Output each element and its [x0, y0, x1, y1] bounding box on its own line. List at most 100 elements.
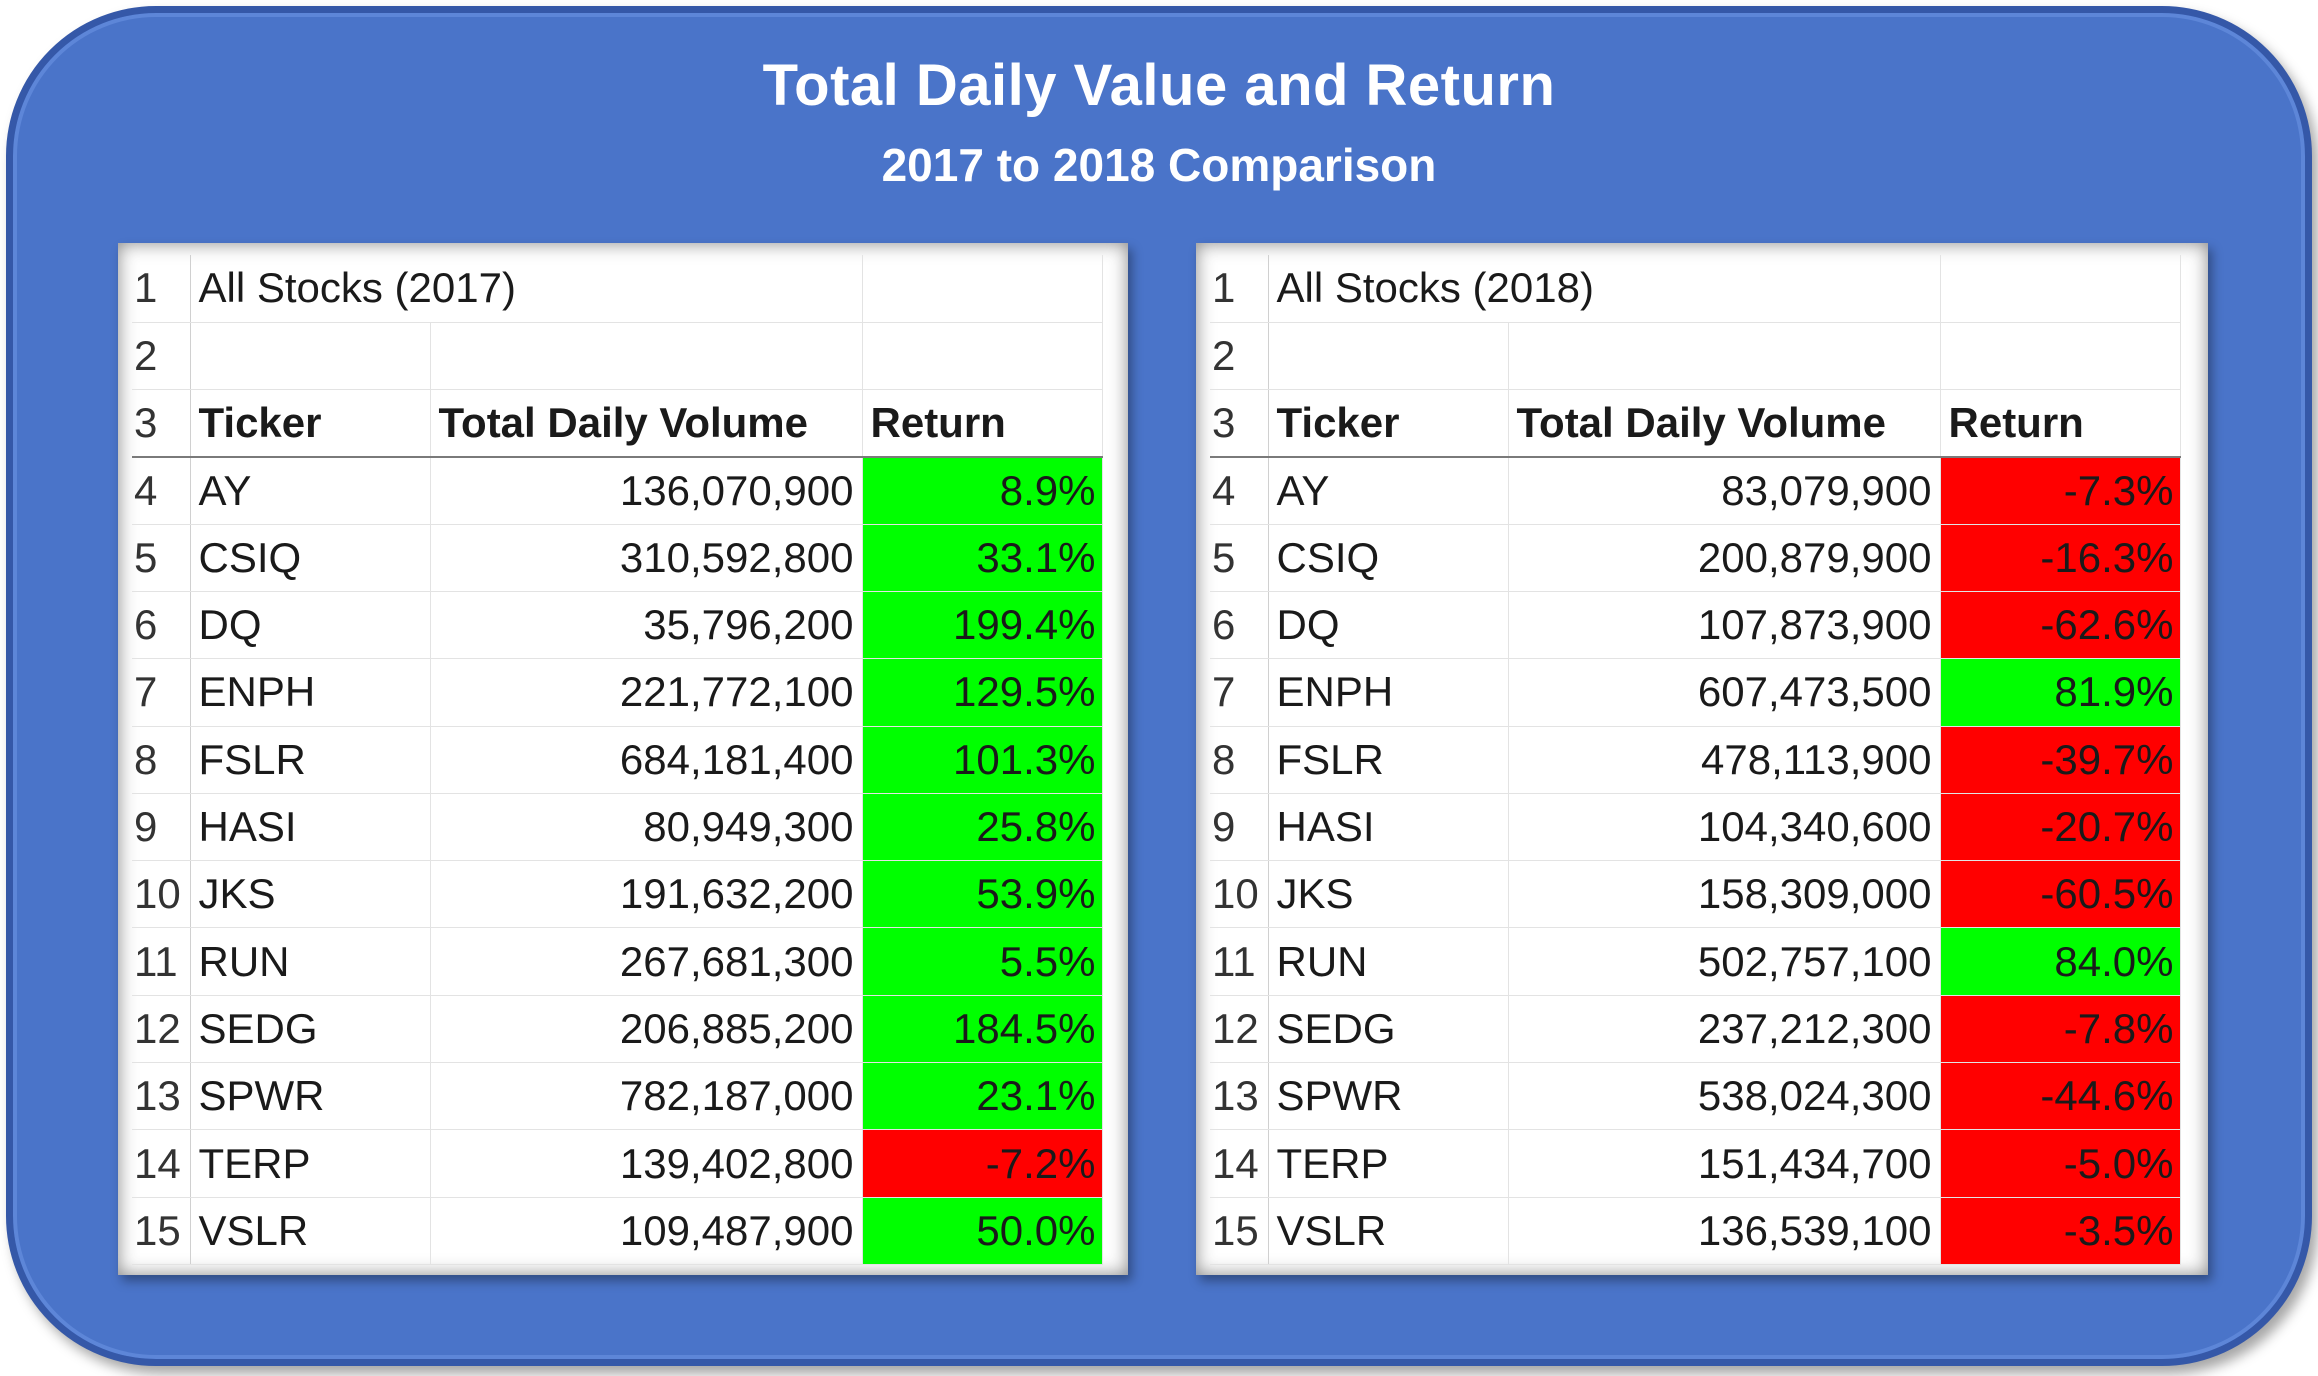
row-number: 7: [1210, 658, 1269, 727]
table-row: 4 AY 83,079,900 -7.3%: [1210, 456, 2181, 525]
ticker-cell: CSIQ: [1268, 524, 1509, 592]
volume-cell: 151,434,700: [1508, 1129, 1941, 1198]
return-cell: -7.3%: [1940, 456, 2181, 525]
empty-cell: [1268, 322, 1509, 391]
return-cell: 84.0%: [1940, 927, 2181, 996]
volume-cell: 684,181,400: [430, 726, 863, 794]
row-number: 4: [1210, 456, 1269, 525]
volume-cell: 107,873,900: [1508, 591, 1941, 660]
empty-cell: [862, 322, 1103, 391]
row-number: 4: [132, 456, 191, 525]
table-row: 9 HASI 104,340,600 -20.7%: [1210, 793, 2181, 862]
volume-cell: 221,772,100: [430, 658, 863, 727]
ticker-cell: AY: [190, 456, 431, 525]
return-cell: 33.1%: [862, 524, 1103, 592]
ticker-cell: TERP: [190, 1129, 431, 1198]
table-row: 10 JKS 158,309,000 -60.5%: [1210, 860, 2181, 929]
return-cell: -60.5%: [1940, 860, 2181, 929]
return-cell: 101.3%: [862, 726, 1103, 794]
ticker-cell: RUN: [1268, 927, 1509, 996]
return-header: Return: [862, 389, 1103, 458]
stocks-table-2017: 1 All Stocks (2017) 2 3 Ticker Total Daily Vo…: [132, 255, 1103, 1265]
stocks-table-2018: 1 All Stocks (2018) 2 3 Ticker Total Daily Vo…: [1210, 255, 2181, 1265]
page-subtitle: 2017 to 2018 Comparison: [881, 139, 1437, 191]
row-number: 13: [132, 1062, 191, 1131]
return-cell: -20.7%: [1940, 793, 2181, 862]
empty-cell: [1940, 255, 2181, 323]
volume-cell: 83,079,900: [1508, 456, 1941, 525]
sheet-row: 1 All Stocks (2017): [132, 255, 1103, 323]
ticker-cell: SPWR: [1268, 1062, 1509, 1131]
row-number: 10: [132, 860, 191, 929]
ticker-cell: FSLR: [1268, 726, 1509, 794]
ticker-header: Ticker: [190, 389, 431, 458]
row-number: 14: [1210, 1129, 1269, 1198]
row-number: 3: [1210, 389, 1269, 458]
row-number: 3: [132, 389, 191, 458]
volume-cell: 200,879,900: [1508, 524, 1941, 592]
table-row: 6 DQ 35,796,200 199.4%: [132, 591, 1103, 660]
table-row: 11 RUN 502,757,100 84.0%: [1210, 927, 2181, 996]
return-cell: 50.0%: [862, 1197, 1103, 1265]
table-row: 9 HASI 80,949,300 25.8%: [132, 793, 1103, 862]
volume-cell: 109,487,900: [430, 1197, 863, 1265]
return-cell: 129.5%: [862, 658, 1103, 727]
row-number: 9: [1210, 793, 1269, 862]
return-cell: 23.1%: [862, 1062, 1103, 1131]
ticker-cell: JKS: [1268, 860, 1509, 929]
row-number: 14: [132, 1129, 191, 1198]
table-row: 14 TERP 151,434,700 -5.0%: [1210, 1129, 2181, 1198]
row-number: 11: [132, 927, 191, 996]
return-cell: 184.5%: [862, 995, 1103, 1064]
row-number: 13: [1210, 1062, 1269, 1131]
row-number: 5: [132, 524, 191, 592]
return-cell: -44.6%: [1940, 1062, 2181, 1131]
ticker-cell: SEDG: [190, 995, 431, 1064]
table-row: 13 SPWR 782,187,000 23.1%: [132, 1062, 1103, 1131]
return-cell: 8.9%: [862, 456, 1103, 525]
table-row: 4 AY 136,070,900 8.9%: [132, 456, 1103, 525]
table-row: 8 FSLR 478,113,900 -39.7%: [1210, 726, 2181, 794]
table-row: 8 FSLR 684,181,400 101.3%: [132, 726, 1103, 794]
empty-cell: [1940, 322, 2181, 391]
ticker-cell: AY: [1268, 456, 1509, 525]
table-row: 5 CSIQ 200,879,900 -16.3%: [1210, 524, 2181, 592]
row-number: 2: [132, 322, 191, 391]
volume-cell: 478,113,900: [1508, 726, 1941, 794]
row-number: 1: [1210, 255, 1269, 323]
table-row: 15 VSLR 136,539,100 -3.5%: [1210, 1197, 2181, 1265]
row-number: 15: [132, 1197, 191, 1265]
ticker-cell: FSLR: [190, 726, 431, 794]
return-cell: -7.8%: [1940, 995, 2181, 1064]
ticker-cell: CSIQ: [190, 524, 431, 592]
return-cell: -16.3%: [1940, 524, 2181, 592]
volume-cell: 80,949,300: [430, 793, 863, 862]
empty-cell: [1508, 322, 1941, 391]
volume-header: Total Daily Volume: [430, 389, 863, 458]
table-2018: 1 All Stocks (2018) 2 3 Ticker Total Daily Vo…: [1196, 243, 2208, 1275]
volume-cell: 104,340,600: [1508, 793, 1941, 862]
ticker-cell: SPWR: [190, 1062, 431, 1131]
row-number: 15: [1210, 1197, 1269, 1265]
table-row: 12 SEDG 206,885,200 184.5%: [132, 995, 1103, 1064]
volume-cell: 310,592,800: [430, 524, 863, 592]
row-number: 7: [132, 658, 191, 727]
volume-cell: 206,885,200: [430, 995, 863, 1064]
volume-cell: 136,070,900: [430, 456, 863, 525]
volume-cell: 136,539,100: [1508, 1197, 1941, 1265]
sheet-row: 2: [1210, 322, 2181, 391]
table-row: 14 TERP 139,402,800 -7.2%: [132, 1129, 1103, 1198]
row-number: 12: [1210, 995, 1269, 1064]
page-title: Total Daily Value and Return: [762, 53, 1556, 118]
table-row: 10 JKS 191,632,200 53.9%: [132, 860, 1103, 929]
volume-cell: 191,632,200: [430, 860, 863, 929]
sheet-row: 2: [132, 322, 1103, 391]
empty-cell: [862, 255, 1103, 323]
volume-cell: 237,212,300: [1508, 995, 1941, 1064]
table-row: 11 RUN 267,681,300 5.5%: [132, 927, 1103, 996]
return-cell: 25.8%: [862, 793, 1103, 862]
volume-cell: 35,796,200: [430, 591, 863, 660]
row-number: 6: [1210, 591, 1269, 660]
ticker-cell: DQ: [190, 591, 431, 660]
row-number: 10: [1210, 860, 1269, 929]
